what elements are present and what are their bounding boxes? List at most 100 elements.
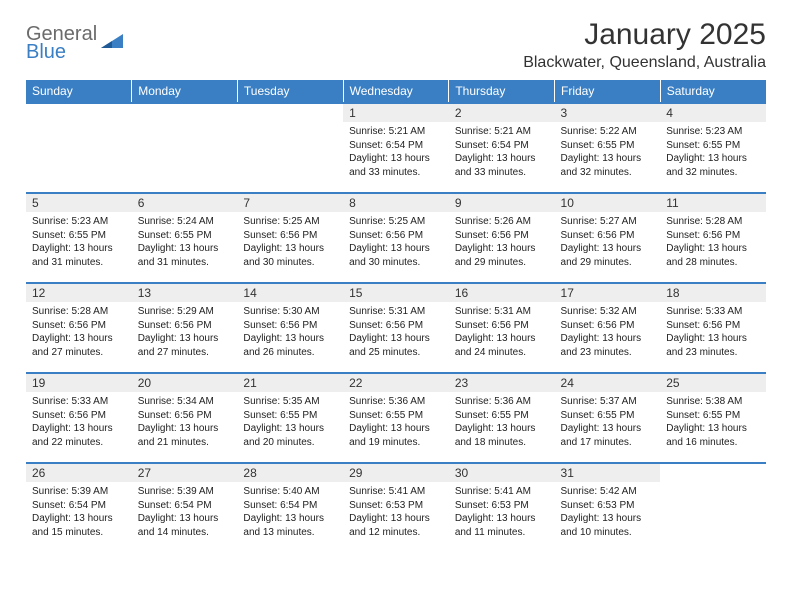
calendar-day-cell: 3Sunrise: 5:22 AMSunset: 6:55 PMDaylight… (555, 103, 661, 193)
day-details: Sunrise: 5:23 AMSunset: 6:55 PMDaylight:… (660, 122, 766, 179)
calendar-day-cell: 23Sunrise: 5:36 AMSunset: 6:55 PMDayligh… (449, 373, 555, 463)
calendar-day-cell: 9Sunrise: 5:26 AMSunset: 6:56 PMDaylight… (449, 193, 555, 283)
location: Blackwater, Queensland, Australia (523, 54, 766, 72)
day-details: Sunrise: 5:36 AMSunset: 6:55 PMDaylight:… (343, 392, 449, 449)
calendar-week-row: 12Sunrise: 5:28 AMSunset: 6:56 PMDayligh… (26, 283, 766, 373)
calendar-day-cell: 21Sunrise: 5:35 AMSunset: 6:55 PMDayligh… (237, 373, 343, 463)
calendar-day-cell: 6Sunrise: 5:24 AMSunset: 6:55 PMDaylight… (132, 193, 238, 283)
calendar-day-cell: 27Sunrise: 5:39 AMSunset: 6:54 PMDayligh… (132, 463, 238, 552)
day-number-empty (26, 104, 132, 122)
day-number: 11 (660, 194, 766, 212)
day-number-empty (132, 104, 238, 122)
weekday-header: Wednesday (343, 80, 449, 103)
day-number: 15 (343, 284, 449, 302)
calendar-day-cell: 25Sunrise: 5:38 AMSunset: 6:55 PMDayligh… (660, 373, 766, 463)
day-number: 6 (132, 194, 238, 212)
day-details: Sunrise: 5:41 AMSunset: 6:53 PMDaylight:… (449, 482, 555, 539)
calendar-day-cell: 20Sunrise: 5:34 AMSunset: 6:56 PMDayligh… (132, 373, 238, 463)
logo-triangle-icon (101, 34, 123, 52)
calendar-week-row: 5Sunrise: 5:23 AMSunset: 6:55 PMDaylight… (26, 193, 766, 283)
header: General Blue January 2025 Blackwater, Qu… (26, 18, 766, 72)
day-details: Sunrise: 5:28 AMSunset: 6:56 PMDaylight:… (26, 302, 132, 359)
calendar-day-cell: 30Sunrise: 5:41 AMSunset: 6:53 PMDayligh… (449, 463, 555, 552)
day-number: 30 (449, 464, 555, 482)
calendar-day-cell: 31Sunrise: 5:42 AMSunset: 6:53 PMDayligh… (555, 463, 661, 552)
calendar-day-cell: 10Sunrise: 5:27 AMSunset: 6:56 PMDayligh… (555, 193, 661, 283)
day-details: Sunrise: 5:31 AMSunset: 6:56 PMDaylight:… (449, 302, 555, 359)
day-number: 10 (555, 194, 661, 212)
day-details: Sunrise: 5:23 AMSunset: 6:55 PMDaylight:… (26, 212, 132, 269)
weekday-header: Thursday (449, 80, 555, 103)
day-number: 27 (132, 464, 238, 482)
calendar-day-cell: 1Sunrise: 5:21 AMSunset: 6:54 PMDaylight… (343, 103, 449, 193)
weekday-header: Saturday (660, 80, 766, 103)
weekday-header: Friday (555, 80, 661, 103)
day-number: 5 (26, 194, 132, 212)
day-number: 25 (660, 374, 766, 392)
day-number: 18 (660, 284, 766, 302)
day-details: Sunrise: 5:33 AMSunset: 6:56 PMDaylight:… (26, 392, 132, 449)
calendar-day-cell (26, 103, 132, 193)
calendar-day-cell: 12Sunrise: 5:28 AMSunset: 6:56 PMDayligh… (26, 283, 132, 373)
weekday-header-row: SundayMondayTuesdayWednesdayThursdayFrid… (26, 80, 766, 103)
logo-text: General Blue (26, 24, 97, 62)
day-details: Sunrise: 5:28 AMSunset: 6:56 PMDaylight:… (660, 212, 766, 269)
day-number-empty (660, 464, 766, 482)
day-details: Sunrise: 5:34 AMSunset: 6:56 PMDaylight:… (132, 392, 238, 449)
day-details: Sunrise: 5:42 AMSunset: 6:53 PMDaylight:… (555, 482, 661, 539)
calendar-day-cell: 7Sunrise: 5:25 AMSunset: 6:56 PMDaylight… (237, 193, 343, 283)
day-details: Sunrise: 5:25 AMSunset: 6:56 PMDaylight:… (237, 212, 343, 269)
calendar-day-cell: 26Sunrise: 5:39 AMSunset: 6:54 PMDayligh… (26, 463, 132, 552)
calendar-day-cell (237, 103, 343, 193)
weekday-header: Sunday (26, 80, 132, 103)
title-block: January 2025 Blackwater, Queensland, Aus… (523, 18, 766, 72)
day-details: Sunrise: 5:39 AMSunset: 6:54 PMDaylight:… (132, 482, 238, 539)
day-details: Sunrise: 5:36 AMSunset: 6:55 PMDaylight:… (449, 392, 555, 449)
day-number: 8 (343, 194, 449, 212)
calendar-day-cell: 8Sunrise: 5:25 AMSunset: 6:56 PMDaylight… (343, 193, 449, 283)
calendar-day-cell: 22Sunrise: 5:36 AMSunset: 6:55 PMDayligh… (343, 373, 449, 463)
calendar-day-cell: 29Sunrise: 5:41 AMSunset: 6:53 PMDayligh… (343, 463, 449, 552)
calendar-day-cell: 16Sunrise: 5:31 AMSunset: 6:56 PMDayligh… (449, 283, 555, 373)
day-number: 16 (449, 284, 555, 302)
day-number: 28 (237, 464, 343, 482)
calendar-day-cell: 15Sunrise: 5:31 AMSunset: 6:56 PMDayligh… (343, 283, 449, 373)
day-number-empty (237, 104, 343, 122)
day-details: Sunrise: 5:25 AMSunset: 6:56 PMDaylight:… (343, 212, 449, 269)
day-details: Sunrise: 5:35 AMSunset: 6:55 PMDaylight:… (237, 392, 343, 449)
day-number: 26 (26, 464, 132, 482)
day-details: Sunrise: 5:21 AMSunset: 6:54 PMDaylight:… (343, 122, 449, 179)
calendar-day-cell: 18Sunrise: 5:33 AMSunset: 6:56 PMDayligh… (660, 283, 766, 373)
day-details: Sunrise: 5:33 AMSunset: 6:56 PMDaylight:… (660, 302, 766, 359)
day-number: 23 (449, 374, 555, 392)
calendar-day-cell: 17Sunrise: 5:32 AMSunset: 6:56 PMDayligh… (555, 283, 661, 373)
day-number: 20 (132, 374, 238, 392)
day-number: 4 (660, 104, 766, 122)
day-details: Sunrise: 5:27 AMSunset: 6:56 PMDaylight:… (555, 212, 661, 269)
calendar-day-cell (660, 463, 766, 552)
day-details: Sunrise: 5:21 AMSunset: 6:54 PMDaylight:… (449, 122, 555, 179)
calendar-day-cell: 28Sunrise: 5:40 AMSunset: 6:54 PMDayligh… (237, 463, 343, 552)
day-details: Sunrise: 5:31 AMSunset: 6:56 PMDaylight:… (343, 302, 449, 359)
day-details: Sunrise: 5:38 AMSunset: 6:55 PMDaylight:… (660, 392, 766, 449)
day-details: Sunrise: 5:30 AMSunset: 6:56 PMDaylight:… (237, 302, 343, 359)
day-details: Sunrise: 5:29 AMSunset: 6:56 PMDaylight:… (132, 302, 238, 359)
calendar-day-cell: 14Sunrise: 5:30 AMSunset: 6:56 PMDayligh… (237, 283, 343, 373)
day-number: 12 (26, 284, 132, 302)
calendar-day-cell: 13Sunrise: 5:29 AMSunset: 6:56 PMDayligh… (132, 283, 238, 373)
weekday-header: Monday (132, 80, 238, 103)
day-number: 19 (26, 374, 132, 392)
day-number: 2 (449, 104, 555, 122)
day-number: 13 (132, 284, 238, 302)
calendar-week-row: 19Sunrise: 5:33 AMSunset: 6:56 PMDayligh… (26, 373, 766, 463)
logo: General Blue (26, 18, 123, 62)
calendar-day-cell: 4Sunrise: 5:23 AMSunset: 6:55 PMDaylight… (660, 103, 766, 193)
calendar-week-row: 26Sunrise: 5:39 AMSunset: 6:54 PMDayligh… (26, 463, 766, 552)
day-number: 7 (237, 194, 343, 212)
day-details: Sunrise: 5:26 AMSunset: 6:56 PMDaylight:… (449, 212, 555, 269)
calendar-day-cell: 2Sunrise: 5:21 AMSunset: 6:54 PMDaylight… (449, 103, 555, 193)
calendar-day-cell: 5Sunrise: 5:23 AMSunset: 6:55 PMDaylight… (26, 193, 132, 283)
day-details: Sunrise: 5:41 AMSunset: 6:53 PMDaylight:… (343, 482, 449, 539)
calendar-day-cell: 19Sunrise: 5:33 AMSunset: 6:56 PMDayligh… (26, 373, 132, 463)
calendar-day-cell (132, 103, 238, 193)
